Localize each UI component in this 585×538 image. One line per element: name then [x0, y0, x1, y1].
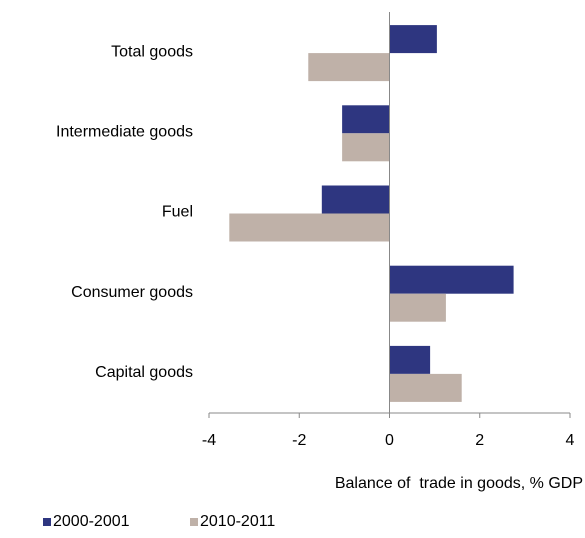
y-tick-label: Consumer goods	[71, 284, 193, 301]
x-tick-label: -4	[202, 432, 216, 449]
bar	[321, 185, 390, 214]
bar	[229, 213, 390, 242]
y-tick-label: Intermediate goods	[56, 124, 193, 141]
bar	[342, 105, 390, 134]
legend-swatch	[43, 518, 51, 526]
bar	[389, 25, 437, 54]
x-tick-label: 4	[566, 432, 575, 449]
bar	[389, 293, 446, 322]
x-axis-label: Balance of trade in goods, % GDP	[335, 475, 583, 492]
bar	[389, 373, 462, 402]
x-tick-label: 2	[475, 432, 484, 449]
y-tick-label: Fuel	[162, 204, 193, 221]
bar	[342, 133, 390, 162]
bar	[308, 53, 390, 82]
bar	[389, 345, 431, 374]
legend-swatch	[190, 518, 198, 526]
y-tick-label: Capital goods	[95, 364, 193, 381]
legend-label: 2010-2011	[200, 513, 275, 530]
y-tick-label: Total goods	[111, 43, 193, 60]
legend-label: 2000-2001	[53, 513, 130, 530]
bar	[389, 265, 514, 294]
x-tick-label: -2	[292, 432, 306, 449]
x-tick-label: 0	[385, 432, 394, 449]
